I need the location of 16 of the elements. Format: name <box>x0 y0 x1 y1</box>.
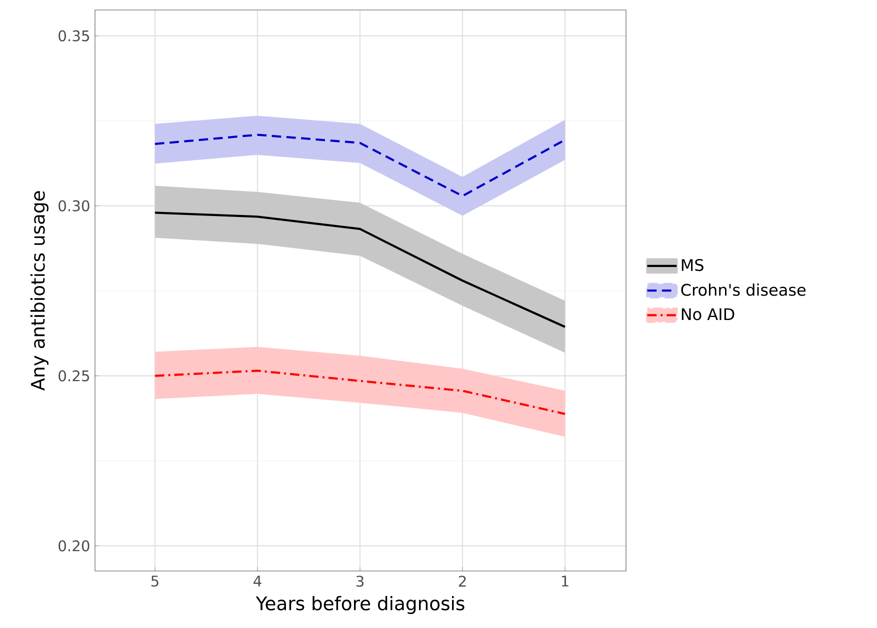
x-tick-label: 3 <box>356 576 364 587</box>
y-tick-label: 0.30 <box>58 200 90 212</box>
x-tick-label: 4 <box>254 576 262 586</box>
line-series <box>154 370 566 415</box>
legend-label: MS <box>682 258 704 272</box>
x-tick-label: 2 <box>458 576 466 587</box>
legend-label: No AID <box>682 308 734 320</box>
y-axis-title: Any antibiotics usage <box>30 191 48 391</box>
line-series <box>154 212 566 328</box>
y-tick-label: 0.25 <box>58 370 89 382</box>
x-tick-label: 5 <box>151 576 158 587</box>
y-tick-label: 0.35 <box>58 30 89 42</box>
x-axis-title: Years before diagnosis <box>256 596 464 614</box>
x-tick-label: 1 <box>562 576 568 586</box>
y-tick-label: 0.20 <box>58 540 90 552</box>
legend-label: Crohn's disease <box>681 284 806 296</box>
